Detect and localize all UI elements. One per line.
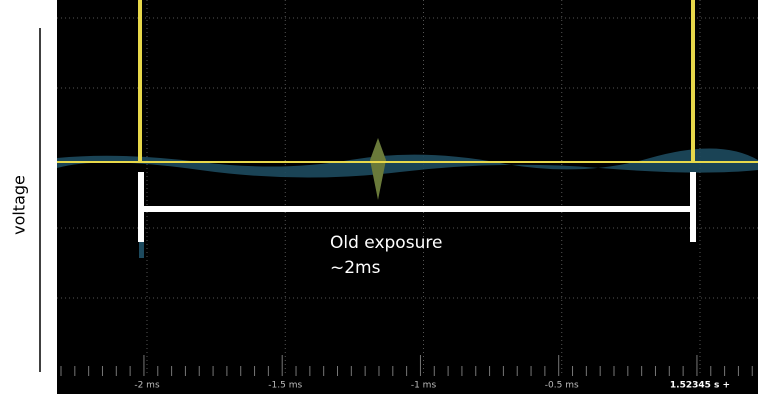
page: voltage Old exposure ~2ms -2 ms -1.5 ms -1… [0, 0, 758, 394]
scope-screen [57, 0, 758, 394]
bracket-left [138, 172, 144, 242]
y-axis-label: voltage [10, 175, 29, 235]
scope-figure: voltage Old exposure ~2ms -2 ms -1.5 ms -1… [0, 0, 758, 394]
cursor-label: 1.52345 s + [670, 381, 730, 391]
x-tick-label: -1 ms [411, 381, 437, 391]
bracket-bar [144, 206, 690, 212]
annotation-text: ~2ms [330, 258, 381, 278]
x-tick-label: -1.5 ms [268, 381, 302, 391]
annotation-text: Old exposure [330, 233, 442, 253]
signal-tail [139, 240, 144, 258]
x-tick-label: -2 ms [134, 381, 160, 391]
x-tick-label: -0.5 ms [545, 381, 579, 391]
bracket-right [690, 172, 696, 242]
